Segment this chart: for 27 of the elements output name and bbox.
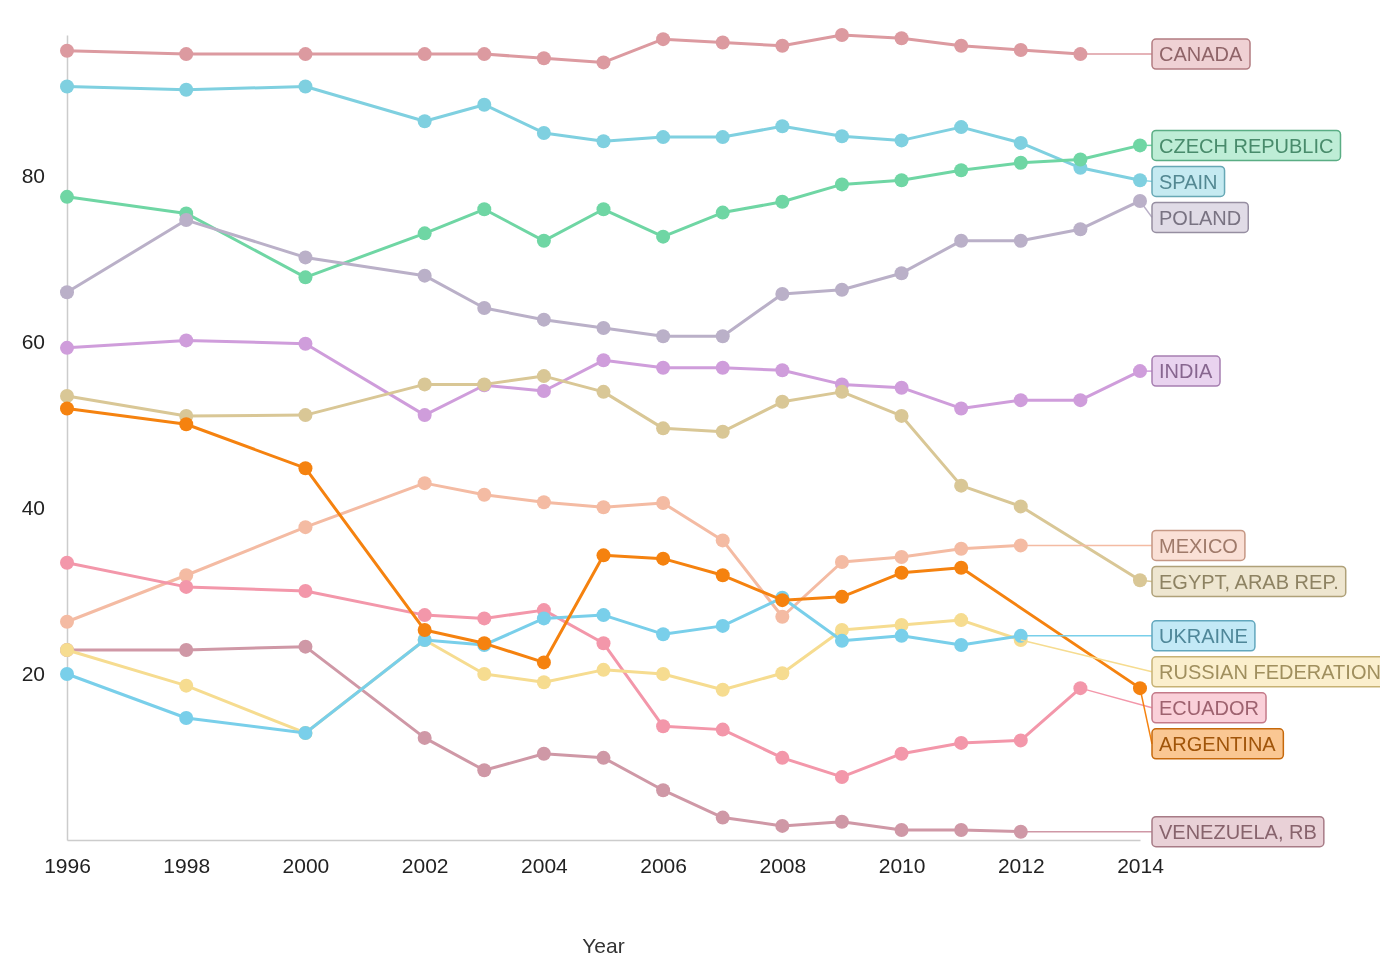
- y-tick-label: 20: [21, 662, 45, 686]
- x-tick-label: 2010: [878, 853, 926, 877]
- x-tick-label: 2006: [640, 853, 687, 877]
- text: RUSSIAN FEDERATION: [1159, 661, 1380, 684]
- x-tick-label: 1998: [163, 853, 211, 877]
- x-tick-label: 1996: [44, 853, 91, 877]
- text: MEXICO: [1159, 534, 1238, 557]
- y-tick-label: 80: [21, 164, 45, 188]
- x-tick-label: 2004: [521, 853, 569, 877]
- legend-label: ECUADOR: [1159, 697, 1260, 720]
- y-tick-label: 40: [21, 496, 45, 520]
- legend-label: INDIA: [1159, 360, 1213, 383]
- y-tick-label: 60: [21, 330, 45, 354]
- x-axis-title: Year: [582, 934, 625, 957]
- text: UKRAINE: [1159, 625, 1248, 648]
- x-tick-label: 2008: [759, 853, 807, 877]
- x-tick-label: 2012: [997, 853, 1045, 877]
- legend-label: EGYPT, ARAB REP.: [1159, 570, 1339, 593]
- x-tick-label: 2000: [282, 853, 330, 877]
- legend-label: CZECH REPUBLIC: [1159, 134, 1334, 157]
- x-tick-label: 2014: [1117, 853, 1165, 877]
- x-tick-label: 2002: [401, 853, 449, 877]
- text: ARGENTINA: [1159, 733, 1277, 756]
- legend-label: CANADA: [1159, 43, 1244, 66]
- legend-label: POLAND: [1159, 206, 1242, 229]
- text: VENEZUELA, RB: [1159, 820, 1317, 843]
- legend-label: SPAIN: [1159, 170, 1218, 193]
